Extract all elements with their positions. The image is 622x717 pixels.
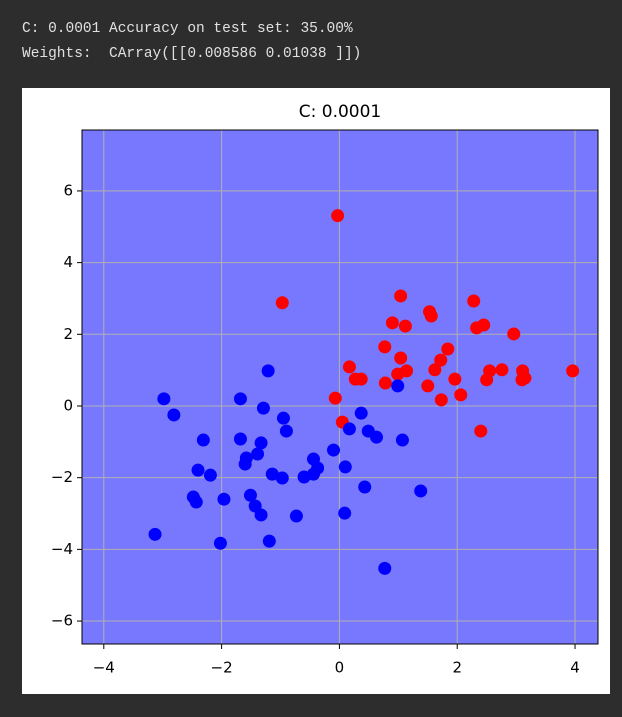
point bbox=[191, 463, 205, 477]
point bbox=[167, 408, 181, 422]
point bbox=[477, 318, 491, 332]
point bbox=[327, 443, 341, 457]
point bbox=[378, 340, 392, 354]
point bbox=[370, 430, 384, 444]
point bbox=[480, 373, 494, 387]
point bbox=[238, 457, 252, 471]
point bbox=[421, 379, 435, 393]
point bbox=[378, 376, 392, 390]
point bbox=[342, 422, 356, 436]
point bbox=[203, 468, 217, 482]
point bbox=[434, 393, 448, 407]
chart-title: C: 0.0001 bbox=[299, 102, 382, 122]
point bbox=[261, 364, 275, 378]
point bbox=[265, 467, 279, 481]
point bbox=[414, 484, 428, 498]
x-tick-label: 2 bbox=[452, 659, 462, 677]
point bbox=[217, 492, 231, 506]
point bbox=[391, 379, 405, 393]
point bbox=[454, 388, 468, 402]
point bbox=[233, 392, 247, 406]
point bbox=[328, 391, 342, 405]
point bbox=[289, 509, 303, 523]
point bbox=[157, 392, 171, 406]
y-tick-label: 6 bbox=[63, 181, 73, 199]
point bbox=[213, 536, 227, 550]
point bbox=[398, 319, 412, 333]
point bbox=[385, 316, 399, 330]
point bbox=[148, 527, 162, 541]
point bbox=[354, 372, 368, 386]
plot: −4 −2 0 2 4 −6 −4 −2 0 2 4 6 bbox=[51, 129, 599, 677]
point bbox=[338, 506, 352, 520]
point bbox=[467, 294, 481, 308]
point bbox=[254, 508, 268, 522]
point bbox=[441, 342, 455, 356]
point bbox=[448, 372, 462, 386]
point bbox=[378, 561, 392, 575]
point bbox=[276, 411, 290, 425]
point bbox=[424, 309, 438, 323]
y-tick-label: −6 bbox=[51, 612, 73, 630]
x-tick-label: 0 bbox=[335, 659, 345, 677]
point bbox=[275, 471, 289, 485]
point bbox=[495, 363, 509, 377]
plot-frame bbox=[81, 129, 599, 645]
y-tick-label: −4 bbox=[51, 540, 73, 558]
point bbox=[233, 432, 247, 446]
point bbox=[331, 209, 345, 223]
point bbox=[566, 364, 580, 378]
point bbox=[262, 534, 276, 548]
point bbox=[297, 470, 311, 484]
x-tick-label: 4 bbox=[570, 659, 580, 677]
y-tick-label: −2 bbox=[51, 468, 73, 486]
point bbox=[358, 480, 372, 494]
point bbox=[254, 436, 268, 450]
output-line: Weights: CArray([[0.008586 0.01038 ]]) bbox=[22, 46, 361, 62]
point bbox=[474, 424, 488, 438]
point bbox=[515, 373, 529, 387]
point bbox=[507, 327, 521, 341]
point bbox=[400, 364, 414, 378]
point bbox=[338, 460, 352, 474]
point bbox=[394, 351, 408, 365]
point bbox=[275, 296, 289, 310]
y-tick-label: 4 bbox=[63, 253, 73, 271]
point bbox=[256, 401, 270, 415]
point bbox=[342, 360, 356, 374]
point bbox=[395, 433, 409, 447]
point bbox=[251, 447, 265, 461]
point bbox=[189, 495, 203, 509]
point bbox=[279, 424, 293, 438]
output-line: C: 0.0001 Accuracy on test set: 35.00% bbox=[22, 21, 353, 37]
point bbox=[243, 488, 257, 502]
y-tick-label: 0 bbox=[63, 396, 73, 414]
point bbox=[354, 406, 368, 420]
point bbox=[434, 353, 448, 367]
plot-background bbox=[82, 130, 598, 644]
x-tick-label: −2 bbox=[211, 659, 233, 677]
point bbox=[428, 363, 442, 377]
x-tick-label: −4 bbox=[93, 659, 115, 677]
point bbox=[394, 289, 408, 303]
y-tick-label: 2 bbox=[63, 325, 73, 343]
point bbox=[196, 433, 210, 447]
